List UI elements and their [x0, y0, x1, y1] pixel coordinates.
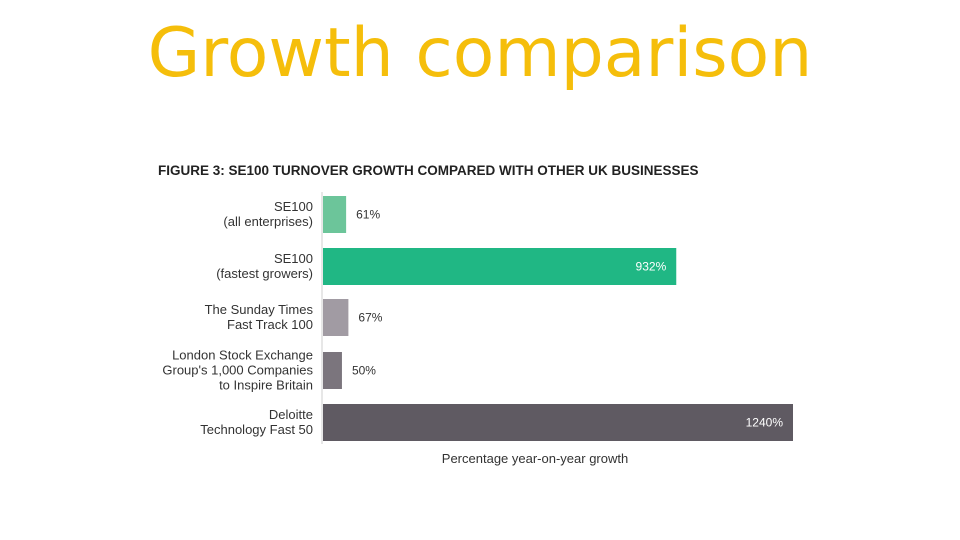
x-axis-label: Percentage year-on-year growth [442, 451, 628, 466]
bar-2 [323, 248, 677, 285]
value-label-4: 50% [352, 364, 376, 378]
bar-3 [323, 299, 349, 336]
category-label-1: SE100 (all enterprises) [223, 199, 313, 229]
slide-title: Growth comparison [147, 14, 813, 93]
category-label-4: London Stock Exchange Group's 1,000 Compa… [162, 348, 313, 393]
bars-group: 61% SE100 (all enterprises) 932% SE100 (faste… [162, 196, 793, 441]
category-label-3: The Sunday Times Fast Track 100 [205, 302, 314, 332]
value-label-2: 932% [636, 260, 667, 274]
category-label-5: Deloitte Technology Fast 50 [200, 407, 313, 437]
value-label-1: 61% [356, 208, 380, 222]
bar-1 [323, 196, 347, 233]
value-label-5: 1240% [746, 416, 784, 430]
value-label-3: 67% [358, 311, 382, 325]
bar-5 [323, 404, 793, 441]
bar-4 [323, 352, 342, 389]
category-label-2: SE100 (fastest growers) [216, 251, 313, 281]
chart-title: FIGURE 3: SE100 TURNOVER GROWTH COMPARED… [158, 163, 699, 178]
